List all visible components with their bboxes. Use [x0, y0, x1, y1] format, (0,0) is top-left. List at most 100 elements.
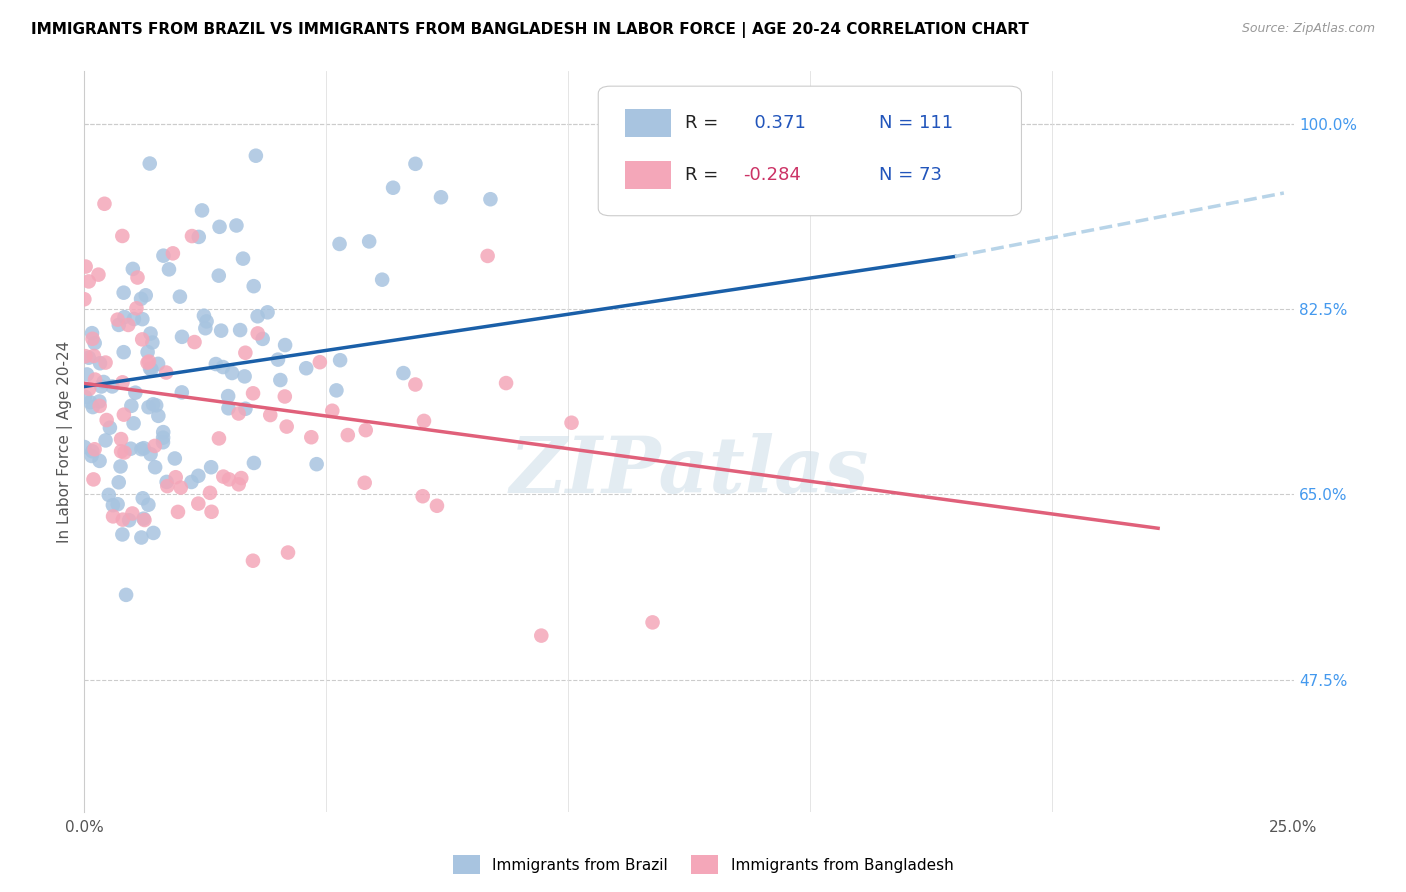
Point — [274, 338, 297, 352]
Point — [252, 332, 274, 346]
Point — [195, 314, 218, 328]
Point — [120, 399, 142, 413]
Point — [274, 389, 297, 403]
Point — [82, 472, 104, 486]
Point — [305, 457, 328, 471]
Y-axis label: In Labor Force | Age 20-24: In Labor Force | Age 20-24 — [58, 341, 73, 542]
Point — [359, 235, 381, 249]
Point — [229, 323, 252, 337]
Point — [139, 361, 162, 376]
Point — [235, 401, 257, 416]
Point — [121, 507, 143, 521]
Point — [430, 190, 453, 204]
Point — [111, 229, 134, 244]
Point — [80, 449, 103, 463]
Point — [77, 351, 100, 365]
Point — [242, 279, 264, 293]
Point — [139, 326, 162, 341]
Point — [208, 268, 231, 283]
Point — [136, 345, 159, 359]
Point — [148, 409, 170, 423]
Point — [111, 527, 134, 541]
Text: N = 111: N = 111 — [879, 114, 953, 132]
Point — [269, 373, 291, 387]
Point — [89, 454, 111, 468]
Point — [228, 407, 250, 421]
Point — [80, 326, 103, 340]
FancyBboxPatch shape — [599, 87, 1022, 216]
Point — [477, 249, 499, 263]
Point — [267, 352, 290, 367]
Point — [354, 423, 377, 437]
FancyBboxPatch shape — [624, 109, 671, 137]
Point — [75, 390, 97, 404]
Point — [218, 472, 240, 486]
Point — [90, 379, 112, 393]
Point — [205, 357, 228, 371]
Point — [89, 356, 111, 370]
Point — [495, 376, 517, 390]
Point — [479, 192, 502, 206]
Point — [138, 498, 160, 512]
Point — [108, 318, 131, 332]
Point — [170, 385, 193, 400]
Point — [89, 399, 111, 413]
Point — [77, 274, 100, 288]
Point — [117, 318, 139, 332]
Point — [138, 401, 160, 415]
Point — [124, 385, 146, 400]
Point — [83, 442, 105, 457]
Text: R =: R = — [685, 114, 724, 132]
Point — [132, 441, 155, 455]
Point — [94, 434, 117, 448]
Point — [142, 525, 165, 540]
Point — [217, 401, 239, 416]
Point — [152, 425, 174, 439]
Point — [295, 361, 318, 376]
Point — [97, 488, 120, 502]
Point — [134, 513, 156, 527]
Point — [84, 373, 107, 387]
Point — [122, 312, 145, 326]
Point — [142, 397, 165, 411]
Point — [163, 451, 186, 466]
Point — [141, 335, 163, 350]
Point — [76, 368, 98, 382]
Point — [221, 366, 243, 380]
Point — [82, 332, 104, 346]
Point — [198, 486, 221, 500]
Text: IMMIGRANTS FROM BRAZIL VS IMMIGRANTS FROM BANGLADESH IN LABOR FORCE | AGE 20-24 : IMMIGRANTS FROM BRAZIL VS IMMIGRANTS FRO… — [31, 22, 1029, 38]
Point — [382, 180, 405, 194]
Point — [83, 349, 105, 363]
Point — [125, 301, 148, 316]
Point — [193, 309, 215, 323]
Point — [235, 345, 257, 359]
Point — [101, 498, 124, 512]
Point — [152, 249, 174, 263]
FancyBboxPatch shape — [624, 161, 671, 189]
Point — [200, 505, 222, 519]
Point — [131, 332, 153, 346]
Point — [107, 475, 129, 490]
Point — [641, 615, 664, 630]
Point — [155, 366, 177, 380]
Text: Source: ZipAtlas.com: Source: ZipAtlas.com — [1241, 22, 1375, 36]
Point — [141, 362, 163, 376]
Point — [325, 384, 347, 398]
Text: -0.284: -0.284 — [744, 166, 801, 184]
Point — [404, 377, 426, 392]
Point — [131, 531, 153, 545]
Point — [194, 321, 217, 335]
Point — [157, 262, 180, 277]
Point — [101, 379, 124, 393]
Point — [212, 359, 235, 374]
Point — [110, 444, 132, 458]
Point — [98, 420, 121, 434]
Point — [77, 382, 100, 396]
Point — [321, 403, 343, 417]
Point — [329, 236, 352, 251]
Point — [169, 290, 191, 304]
Point — [233, 369, 256, 384]
Point — [73, 292, 96, 306]
Point — [246, 326, 269, 341]
